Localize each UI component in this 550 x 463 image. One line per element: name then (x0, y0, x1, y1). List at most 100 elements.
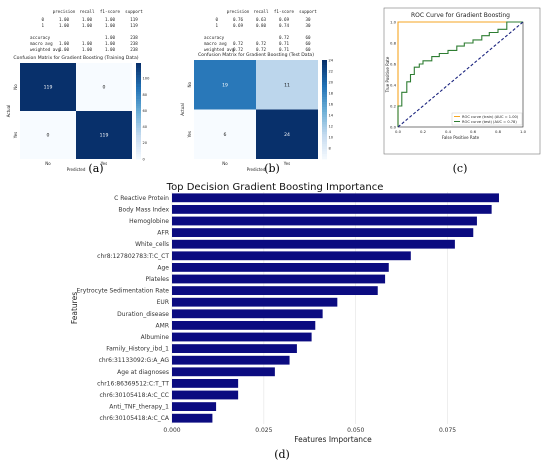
roc-series-line (397, 21, 523, 127)
bar-xlabel: Features Importance (294, 435, 372, 444)
report-cell: 0.72 (233, 41, 244, 46)
colorbar-segment (322, 72, 327, 76)
colorbar-segment (322, 74, 327, 78)
bar-x-tick: 0.025 (255, 427, 272, 434)
colorbar-segment (136, 135, 141, 138)
colorbar-segment (136, 111, 141, 114)
report-cell: 1.00 (82, 17, 93, 22)
colorbar-segment (136, 139, 141, 143)
bar-ylabel: Features (70, 292, 79, 324)
report-cell: 119 (130, 17, 138, 22)
colorbar-segment (136, 63, 141, 66)
heatmap-cell-value: 6 (224, 132, 227, 138)
report-cell: 1.00 (82, 41, 93, 46)
report-cell: 60 (305, 35, 311, 40)
colorbar-segment (322, 139, 327, 142)
colorbar-segment (322, 134, 327, 138)
report-row-label: accuracy (30, 35, 51, 40)
colorbar-segment (136, 106, 141, 109)
bar-category-label: Hemoglobine (129, 218, 169, 225)
colorbar-segment (136, 115, 141, 119)
report-cell: 0.72 (256, 41, 267, 46)
report-cell: 1.00 (82, 23, 93, 28)
roc-chart: ROC Curve for Gradient Boosting 0.0 0.2 0.4… (383, 7, 541, 155)
colorbar-segment (322, 60, 327, 63)
bar-category-label: AMR (156, 322, 169, 329)
heatmap-x-tick: Yes (283, 161, 290, 166)
colorbar-segment (136, 70, 141, 73)
colorbar-segment (136, 137, 141, 141)
heatmap-y-tick: No (13, 84, 18, 90)
colorbar-segment (136, 101, 141, 105)
colorbar-segment (322, 144, 327, 147)
bar (172, 193, 499, 203)
colorbar-segment (136, 67, 141, 71)
bar (172, 355, 290, 365)
colorbar-segment (322, 82, 327, 86)
report-cell: 0.69 (233, 23, 244, 28)
report-row-label: macro avg (204, 41, 227, 46)
colorbar-segment (136, 142, 141, 145)
bar-category-label: Duration_disease (117, 311, 169, 318)
report-cell: 238 (130, 41, 138, 46)
colorbar-segment (136, 91, 141, 95)
bar-category-label: Family_History_ibd_1 (106, 346, 169, 353)
bar-category-label: chr6:30105418:A:C_CA (100, 415, 170, 422)
bar-category-label: C Reactive Protein (114, 195, 169, 202)
colorbar-segment (322, 62, 327, 66)
roc-y-tick: 0.2 (390, 103, 397, 108)
heatmap-xlabel: Predicted (247, 167, 266, 172)
report-cell: 60 (305, 47, 311, 52)
heatmap-cell (194, 109, 256, 159)
bar (172, 251, 411, 261)
colorbar-segment (322, 94, 327, 98)
report-header: support (125, 9, 143, 14)
colorbar-segment (136, 132, 141, 136)
roc-legend (451, 112, 523, 126)
roc-frame (383, 7, 541, 155)
colorbar-segment (322, 129, 327, 133)
report-cell: 119 (130, 23, 138, 28)
panel-label-b: (b) (264, 162, 280, 175)
colorbar-segment (322, 104, 327, 108)
report-cell: 30 (305, 17, 311, 22)
colorbar-tick: 14 (329, 113, 334, 117)
bar (172, 204, 492, 214)
colorbar-segment (322, 126, 327, 130)
heatmap-xlabel: Predicted (67, 167, 86, 172)
colorbar-segment (136, 82, 141, 85)
report-cell: 0.76 (233, 17, 244, 22)
heatmap-cell-value: 0 (47, 133, 50, 139)
colorbar-segment (136, 120, 141, 124)
roc-xlabel: False Positive Rate (442, 135, 480, 140)
heatmap-cell (194, 60, 256, 110)
report-header: f1-score (274, 9, 295, 14)
bar (172, 239, 455, 249)
heatmap-ylabel: Actual (6, 105, 11, 118)
colorbar-segment (136, 113, 141, 117)
colorbar-segment (322, 119, 327, 123)
roc-y-tick: 0.4 (390, 82, 397, 87)
report-cell: 1.00 (59, 17, 70, 22)
heatmap-y-tick: No (187, 81, 192, 87)
colorbar-tick: 22 (329, 69, 334, 73)
roc-x-tick: 0.6 (470, 129, 477, 134)
colorbar-segment (136, 118, 141, 121)
colorbar-segment (322, 79, 327, 83)
roc-legend-label: ROC curve (train) (AUC = 1.00) (462, 115, 519, 119)
heatmap-cell-value: 119 (100, 133, 109, 139)
colorbar-segment (136, 79, 141, 83)
bar-x-tick: 0.050 (347, 427, 364, 434)
bar (172, 297, 338, 307)
bar (172, 320, 316, 330)
colorbar-tick: 18 (329, 91, 334, 95)
colorbar-segment (136, 87, 141, 90)
colorbar-segment (322, 107, 327, 110)
colorbar-segment (322, 141, 327, 145)
bar-plot-area (172, 192, 510, 424)
report-header: support (299, 9, 317, 14)
colorbar-tick: 100 (143, 77, 151, 81)
colorbar-segment (322, 87, 327, 90)
colorbar-segment (322, 92, 327, 95)
